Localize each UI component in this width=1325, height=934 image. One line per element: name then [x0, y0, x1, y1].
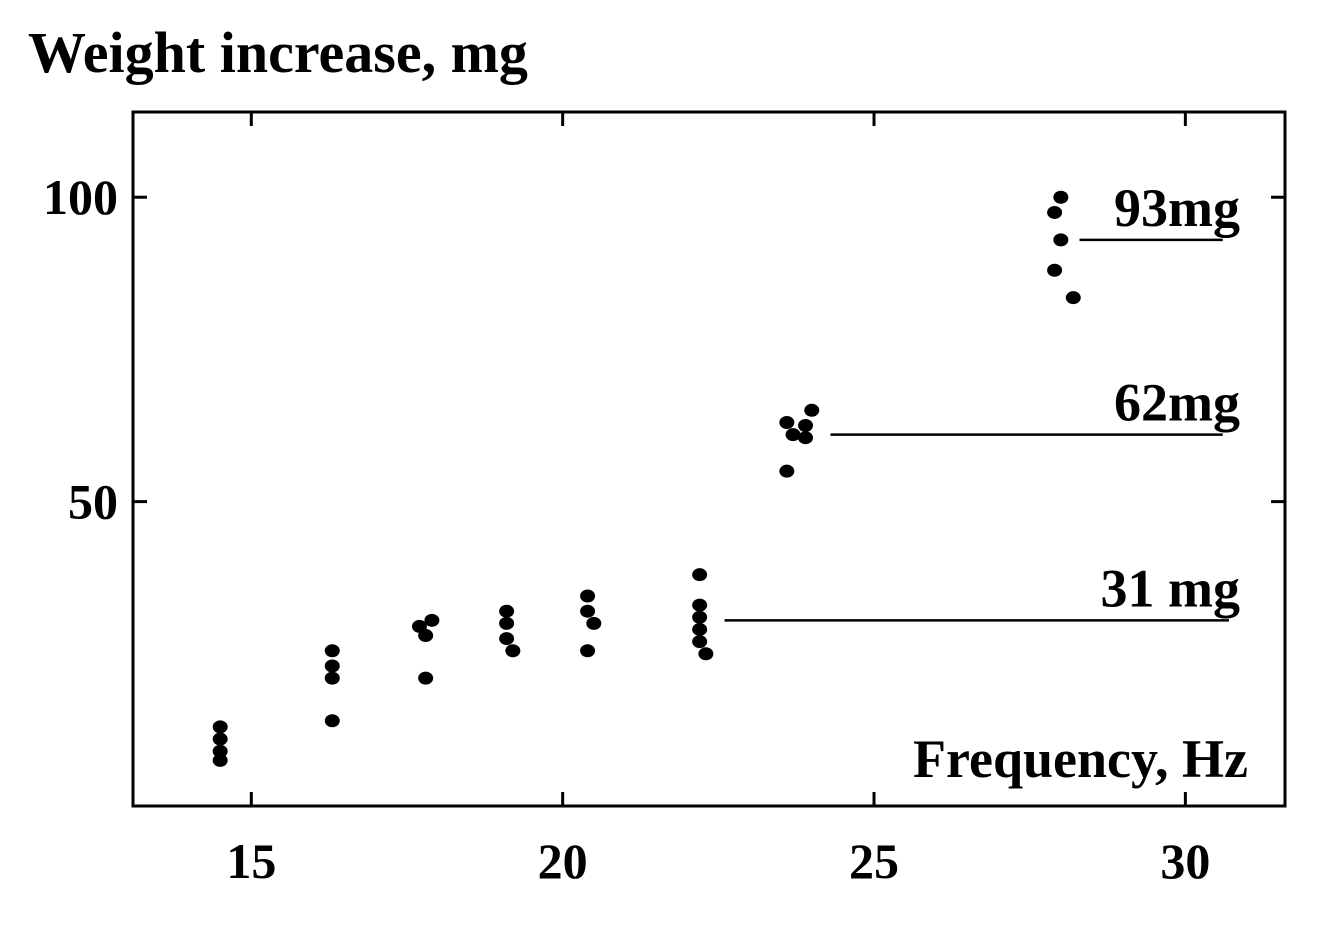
chart-title: Weight increase, mg — [28, 20, 528, 85]
x-tick-label: 25 — [849, 833, 899, 889]
data-points — [212, 190, 1081, 767]
data-point — [212, 753, 228, 767]
axis-tick-labels: 15 20 25 30 50 100 — [43, 169, 1210, 889]
data-point — [586, 616, 602, 630]
data-point — [798, 419, 814, 433]
data-point — [424, 613, 440, 627]
x-tick-label: 15 — [226, 833, 276, 889]
data-point — [499, 616, 515, 630]
data-point — [1053, 233, 1069, 247]
data-point — [505, 644, 521, 658]
data-point — [1053, 190, 1069, 204]
data-point — [1065, 291, 1081, 305]
annotation-label: 62mg — [1114, 373, 1240, 433]
data-point — [1047, 205, 1063, 219]
data-point — [418, 671, 434, 685]
data-point — [499, 604, 515, 618]
data-point — [324, 659, 340, 673]
x-tick-label: 30 — [1160, 833, 1210, 889]
data-point — [804, 403, 820, 417]
data-point — [499, 632, 515, 646]
data-point — [418, 629, 434, 643]
data-point — [324, 671, 340, 685]
data-point — [324, 714, 340, 728]
x-axis-title: Frequency, Hz — [913, 729, 1248, 789]
data-point — [779, 415, 795, 429]
data-point — [580, 589, 596, 603]
annotation-lines — [724, 238, 1229, 622]
data-point — [212, 720, 228, 734]
data-point — [785, 428, 801, 442]
data-point — [212, 732, 228, 746]
data-point — [798, 431, 814, 445]
data-point — [692, 610, 708, 624]
data-point — [779, 464, 795, 478]
plot-frame — [131, 110, 1287, 808]
data-point — [692, 598, 708, 612]
data-point — [692, 568, 708, 582]
data-point — [580, 644, 596, 658]
y-tick-label: 100 — [43, 169, 118, 225]
data-point — [212, 744, 228, 758]
x-tick-label: 20 — [538, 833, 588, 889]
data-point — [692, 622, 708, 636]
y-tick-label: 50 — [68, 474, 118, 530]
annotation-label: 31 mg — [1101, 558, 1240, 618]
data-point — [580, 604, 596, 618]
data-point — [1047, 263, 1063, 277]
annotation-label: 93mg — [1114, 178, 1240, 238]
data-point — [324, 644, 340, 658]
data-point — [698, 647, 714, 661]
axis-ticks — [133, 112, 1285, 806]
annotation-labels: 93mg 62mg 31 mg — [1101, 178, 1240, 618]
data-point — [692, 635, 708, 649]
